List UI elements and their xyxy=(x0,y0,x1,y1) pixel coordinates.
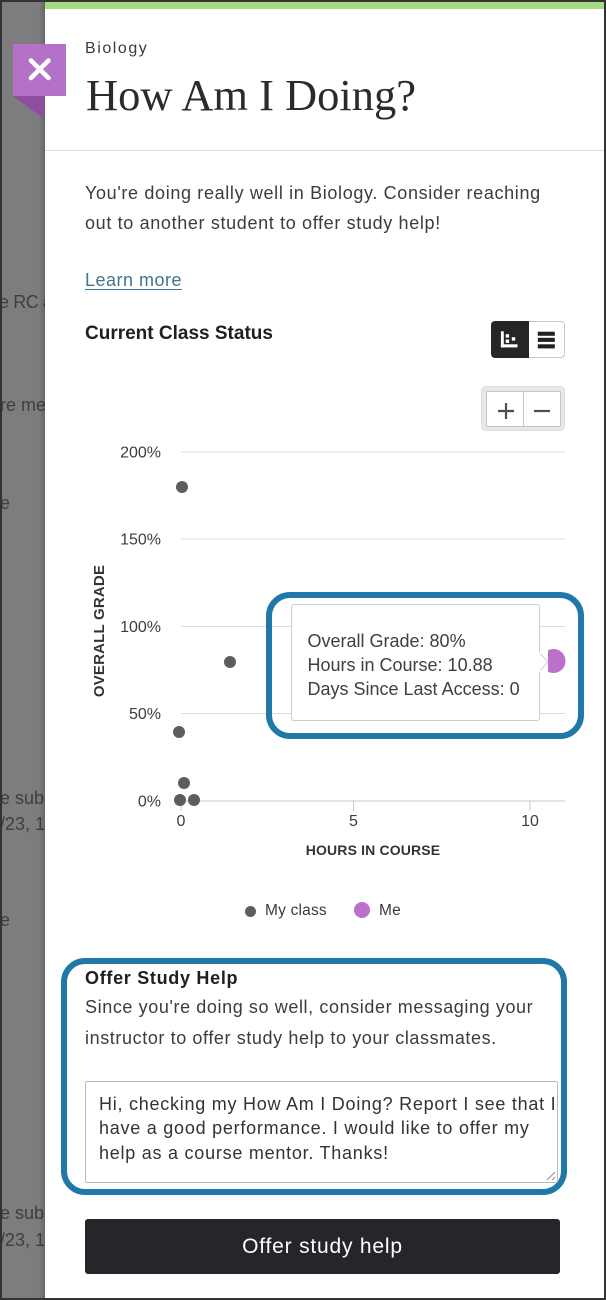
svg-text:10: 10 xyxy=(521,813,539,830)
svg-text:0%: 0% xyxy=(138,794,161,811)
svg-text:200%: 200% xyxy=(120,445,161,462)
svg-text:0: 0 xyxy=(177,813,186,830)
svg-text:HOURS IN COURSE: HOURS IN COURSE xyxy=(306,842,440,858)
svg-text:100%: 100% xyxy=(120,619,161,636)
svg-text:50%: 50% xyxy=(129,706,161,723)
svg-text:5: 5 xyxy=(349,813,358,830)
svg-text:OVERALL GRADE: OVERALL GRADE xyxy=(91,565,108,697)
svg-text:150%: 150% xyxy=(120,532,161,549)
